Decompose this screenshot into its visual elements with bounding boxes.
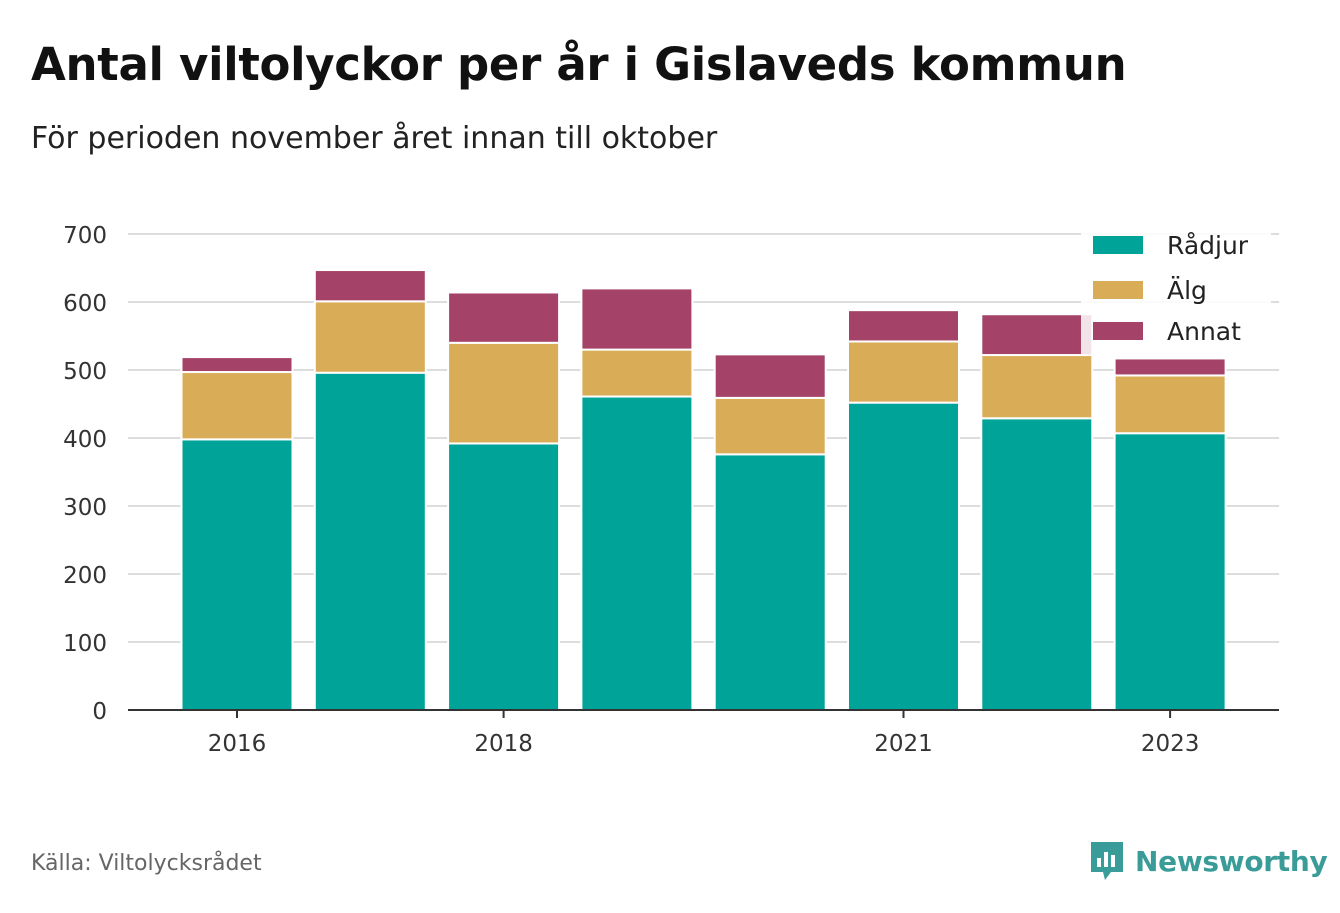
bar-Rådjur-2019 (580, 395, 694, 711)
bar-Älg-2016 (180, 371, 294, 441)
y-tick-label: 100 (63, 631, 107, 657)
bar-Rådjur-2022 (980, 417, 1094, 711)
x-axis: 2016 2018 2021 2023 (128, 709, 1279, 757)
bar-Rådjur-2017 (313, 371, 427, 711)
bar-Älg-2021 (847, 340, 960, 404)
x-tick-label: 2016 (208, 731, 267, 757)
bar-Annat-2023 (1113, 357, 1227, 377)
legend: Rådjur Älg Annat (1081, 226, 1271, 354)
x-tick-label: 2018 (474, 731, 533, 757)
bar-Rådjur-2023 (1113, 432, 1227, 711)
bar-Annat-2017 (313, 269, 427, 303)
newsworthy-logo: Newsworthy (1089, 840, 1328, 882)
bar-Rådjur-2021 (847, 401, 960, 711)
legend-label-Rådjur: Rådjur (1167, 231, 1249, 260)
legend-swatch-Annat (1093, 322, 1143, 340)
source-note: Källa: Viltolycksrådet (31, 851, 262, 876)
bar-Annat-2016 (180, 356, 294, 374)
newsworthy-logo-icon (1091, 842, 1123, 880)
legend-swatch-Älg (1093, 281, 1143, 299)
y-tick-label: 500 (63, 359, 107, 385)
bar-Älg-2020 (713, 396, 827, 456)
legend-label-Annat: Annat (1167, 317, 1241, 346)
legend-swatch-Rådjur (1093, 236, 1143, 254)
bar-Älg-2019 (580, 348, 694, 398)
bars (180, 269, 1227, 711)
bar-Rådjur-2018 (447, 442, 561, 711)
bar-Älg-2022 (980, 354, 1094, 420)
y-tick-label: 600 (63, 291, 107, 317)
bar-Annat-2021 (847, 309, 960, 343)
y-tick-label: 300 (63, 495, 107, 521)
bar-Älg-2017 (313, 300, 427, 374)
y-tick-label: 400 (63, 427, 107, 453)
chart-subtitle: För perioden november året innan till ok… (31, 121, 718, 156)
y-tick-label: 0 (92, 699, 107, 725)
bar-Annat-2018 (447, 291, 561, 344)
bar-Rådjur-2020 (713, 453, 827, 711)
bar-Annat-2019 (580, 287, 694, 351)
y-tick-label: 200 (63, 563, 107, 589)
chart-title: Antal viltolyckor per år i Gislaveds kom… (31, 38, 1127, 91)
bar-Annat-2022 (980, 313, 1094, 357)
legend-label-Älg: Älg (1167, 276, 1207, 305)
bar-Rådjur-2016 (180, 438, 294, 711)
bar-Älg-2023 (1113, 374, 1227, 435)
x-tick-label: 2021 (874, 731, 933, 757)
y-axis-ticks: 0 100 200 300 400 500 600 700 (63, 223, 107, 725)
x-tick-label: 2023 (1141, 731, 1200, 757)
newsworthy-logo-text: Newsworthy (1135, 844, 1328, 878)
bar-Annat-2020 (713, 353, 827, 399)
y-tick-label: 700 (63, 223, 107, 249)
bar-Älg-2018 (447, 341, 561, 445)
